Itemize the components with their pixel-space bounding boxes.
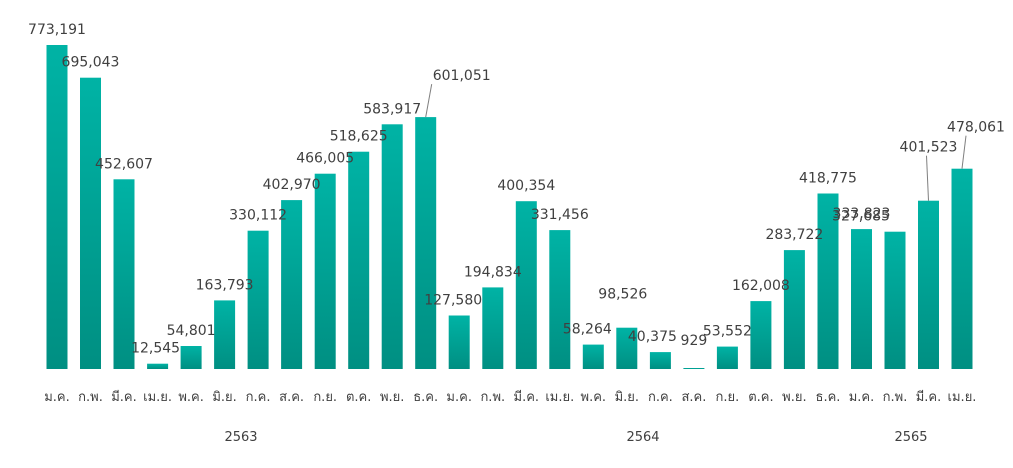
value-label-3: 12,545 bbox=[131, 341, 180, 357]
category-label-19: ส.ค. bbox=[681, 390, 706, 405]
bar-11 bbox=[415, 117, 437, 369]
value-label-6: 330,112 bbox=[229, 208, 287, 224]
category-label-0: ม.ค. bbox=[44, 390, 70, 405]
bar-27 bbox=[951, 168, 973, 369]
bar-12 bbox=[448, 315, 470, 369]
leader-line-27 bbox=[961, 135, 967, 169]
bar-25 bbox=[884, 231, 906, 369]
category-labels-group: ม.ค. ก.พ. มี.ค. เม.ย. พ.ค. มิ.ย. ก.ค. ส.ค. ก.ย. ต… bbox=[44, 389, 976, 405]
bar-2 bbox=[113, 179, 135, 369]
category-label-9: ต.ค. bbox=[346, 390, 371, 405]
bars-group bbox=[46, 45, 973, 369]
value-label-1: 695,043 bbox=[62, 55, 120, 71]
category-label-24: ม.ค. bbox=[849, 390, 875, 405]
value-label-22: 283,722 bbox=[765, 227, 823, 243]
category-label-16: พ.ค. bbox=[581, 390, 607, 405]
value-label-21: 162,008 bbox=[732, 278, 790, 294]
bar-10 bbox=[381, 124, 403, 369]
value-label-17: 98,526 bbox=[598, 287, 647, 303]
value-label-19: 929 bbox=[681, 333, 708, 349]
bar-5 bbox=[214, 300, 236, 369]
bar-4 bbox=[180, 346, 202, 369]
category-label-14: มี.ค. bbox=[514, 389, 540, 405]
bar-13 bbox=[482, 287, 504, 369]
value-label-16: 58,264 bbox=[563, 322, 612, 338]
bar-16 bbox=[582, 344, 604, 369]
value-label-8: 466,005 bbox=[296, 151, 354, 167]
value-label-2: 452,607 bbox=[95, 156, 153, 172]
value-label-18: 40,375 bbox=[628, 329, 677, 345]
value-label-4: 54,801 bbox=[167, 323, 216, 339]
value-label-13: 194,834 bbox=[464, 264, 522, 280]
category-label-22: พ.ย. bbox=[782, 390, 806, 405]
bar-26 bbox=[918, 200, 939, 369]
category-label-10: พ.ย. bbox=[380, 390, 404, 405]
bar-17 bbox=[616, 327, 638, 369]
bar-14 bbox=[515, 201, 537, 369]
year-labels-group: 2563 2564 2565 bbox=[224, 430, 927, 445]
value-label-24: 333,823 bbox=[833, 206, 891, 222]
value-label-25: 327,685 bbox=[832, 209, 890, 225]
value-label-26: 401,523 bbox=[900, 140, 958, 156]
value-label-11: 601,051 bbox=[433, 68, 491, 84]
bar-7 bbox=[281, 200, 303, 369]
category-label-12: ม.ค. bbox=[446, 390, 472, 405]
category-label-21: ต.ค. bbox=[748, 390, 773, 405]
bar-21 bbox=[750, 301, 772, 369]
category-label-18: ก.ค. bbox=[648, 390, 673, 405]
bar-19 bbox=[683, 368, 705, 369]
bar-24 bbox=[851, 229, 872, 369]
category-label-8: ก.ย. bbox=[313, 390, 337, 405]
bar-9 bbox=[348, 151, 370, 369]
leader-line-26 bbox=[926, 155, 929, 201]
category-label-4: พ.ค. bbox=[178, 390, 204, 405]
value-label-23: 418,775 bbox=[799, 171, 857, 187]
bar-6 bbox=[247, 230, 269, 369]
value-label-9: 518,625 bbox=[330, 129, 388, 145]
bar-23 bbox=[817, 193, 839, 369]
category-label-27: เม.ย. bbox=[948, 390, 977, 405]
category-label-20: ก.ย. bbox=[716, 390, 740, 405]
value-label-10: 583,917 bbox=[363, 101, 421, 117]
category-label-23: ธ.ค. bbox=[816, 390, 841, 405]
leader-lines-group bbox=[425, 84, 967, 201]
leader-line-11 bbox=[425, 84, 433, 118]
year-label-2563: 2563 bbox=[224, 430, 257, 445]
category-label-1: ก.พ. bbox=[78, 390, 103, 405]
value-label-27: 478,061 bbox=[947, 120, 1005, 136]
category-label-7: ส.ค. bbox=[279, 390, 304, 405]
bar-18 bbox=[649, 352, 671, 369]
category-label-11: ธ.ค. bbox=[413, 390, 438, 405]
category-label-17: มิ.ย. bbox=[615, 390, 639, 405]
category-label-5: มิ.ย. bbox=[212, 390, 236, 405]
category-label-13: ก.พ. bbox=[480, 390, 505, 405]
category-label-6: ก.ค. bbox=[246, 390, 271, 405]
bar-22 bbox=[783, 250, 805, 369]
category-label-26: มี.ค. bbox=[916, 389, 942, 405]
bar-8 bbox=[314, 173, 336, 369]
bar-20 bbox=[716, 346, 738, 369]
category-label-15: เม.ย. bbox=[545, 390, 574, 405]
category-label-3: เม.ย. bbox=[143, 390, 172, 405]
category-label-25: ก.พ. bbox=[883, 390, 908, 405]
year-label-2565: 2565 bbox=[894, 430, 927, 445]
bar-3 bbox=[147, 363, 169, 369]
value-label-0: 773,191 bbox=[28, 22, 86, 38]
bar-15 bbox=[549, 230, 571, 369]
value-label-7: 402,970 bbox=[263, 177, 321, 193]
value-label-14: 400,354 bbox=[497, 178, 555, 194]
bar-0 bbox=[46, 45, 68, 369]
value-label-20: 53,552 bbox=[703, 324, 752, 340]
category-label-2: มี.ค. bbox=[111, 389, 137, 405]
value-label-15: 331,456 bbox=[531, 207, 589, 223]
year-label-2564: 2564 bbox=[626, 430, 659, 445]
value-label-5: 163,793 bbox=[196, 277, 254, 293]
value-label-12: 127,580 bbox=[424, 293, 482, 309]
value-labels-group: 773,191 695,043 452,607 12,545 54,801 163,793… bbox=[28, 22, 1005, 357]
bar-1 bbox=[80, 77, 101, 369]
